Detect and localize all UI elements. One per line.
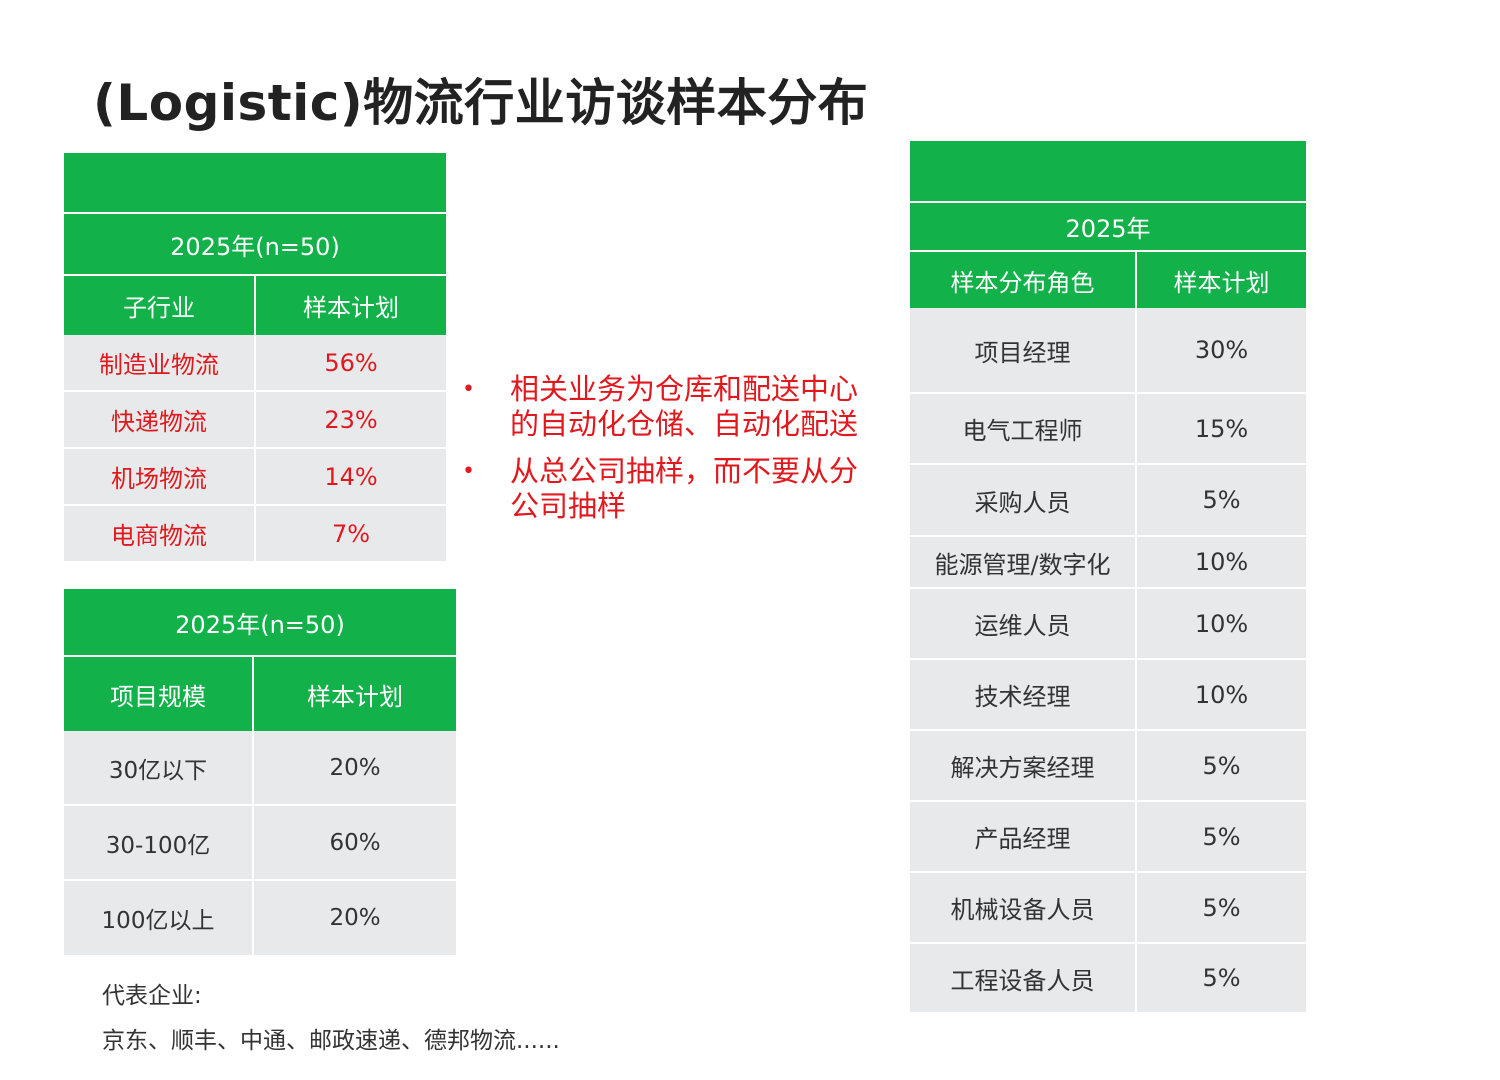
row-label: 工程设备人员 [910,944,1137,1012]
table-row: 30-100亿 60% [64,806,456,881]
table-row: 电商物流 7% [64,506,446,561]
row-label: 技术经理 [910,660,1137,731]
table-row: 快递物流 23% [64,392,446,449]
row-value: 23% [256,392,446,449]
column-header-role: 样本分布角色 [910,252,1137,308]
row-value: 20% [254,881,456,955]
table-row: 制造业物流 56% [64,335,446,392]
table-year-header: 2025年(n=50) [64,214,446,276]
row-value: 60% [254,806,456,881]
table-header-blank [910,141,1306,203]
table-row: 30亿以下 20% [64,731,456,806]
table-row: 运维人员 10% [910,589,1306,660]
row-label: 制造业物流 [64,335,256,392]
row-value: 10% [1137,660,1306,731]
row-value: 5% [1137,465,1306,537]
table-row: 技术经理 10% [910,660,1306,731]
role-table: 2025年 样本分布角色 样本计划 项目经理 30% 电气工程师 15% 采购人… [910,141,1306,1012]
column-header-sample-plan: 样本计划 [256,276,446,335]
row-label: 快递物流 [64,392,256,449]
table-year-header: 2025年(n=50) [64,589,456,657]
table-row: 机场物流 14% [64,449,446,506]
row-value: 7% [256,506,446,561]
table-row: 采购人员 5% [910,465,1306,537]
row-label: 100亿以上 [64,881,254,955]
row-label: 解决方案经理 [910,731,1137,802]
row-label: 电商物流 [64,506,256,561]
table-row: 机械设备人员 5% [910,873,1306,944]
row-value: 5% [1137,944,1306,1012]
bullet-item: • 相关业务为仓库和配送中心的自动化仓储、自动化配送 [462,372,882,442]
row-label: 30-100亿 [64,806,254,881]
row-value: 5% [1137,802,1306,873]
bullet-marker: • [462,459,475,484]
column-header-subindustry: 子行业 [64,276,256,335]
representative-label: 代表企业: [102,983,202,1009]
representative-companies: 京东、顺丰、中通、邮政速递、德邦物流...... [102,1028,560,1054]
row-label: 机场物流 [64,449,256,506]
column-header-sample-plan: 样本计划 [1137,252,1306,308]
column-header-project-scale: 项目规模 [64,657,254,731]
row-value: 5% [1137,873,1306,944]
bullet-item: • 从总公司抽样，而不要从分公司抽样 [462,454,882,524]
row-label: 产品经理 [910,802,1137,873]
table-row: 电气工程师 15% [910,394,1306,465]
row-value: 14% [256,449,446,506]
row-value: 10% [1137,537,1306,589]
row-value: 5% [1137,731,1306,802]
table-year-header: 2025年 [910,203,1306,252]
row-label: 项目经理 [910,308,1137,394]
table-row: 100亿以上 20% [64,881,456,955]
row-label: 电气工程师 [910,394,1137,465]
table-row: 产品经理 5% [910,802,1306,873]
page-title: (Logistic)物流行业访谈样本分布 [93,74,869,132]
bullet-text: 从总公司抽样，而不要从分公司抽样 [510,454,859,523]
column-header-sample-plan: 样本计划 [254,657,456,731]
key-notes-list: • 相关业务为仓库和配送中心的自动化仓储、自动化配送 • 从总公司抽样，而不要从… [462,372,882,536]
table-row: 解决方案经理 5% [910,731,1306,802]
bullet-marker: • [462,377,475,402]
row-label: 采购人员 [910,465,1137,537]
row-value: 56% [256,335,446,392]
table-row: 工程设备人员 5% [910,944,1306,1012]
row-label: 机械设备人员 [910,873,1137,944]
row-value: 30% [1137,308,1306,394]
row-label: 能源管理/数字化 [910,537,1137,589]
row-value: 20% [254,731,456,806]
row-value: 15% [1137,394,1306,465]
row-value: 10% [1137,589,1306,660]
bullet-text: 相关业务为仓库和配送中心的自动化仓储、自动化配送 [510,372,859,441]
industry-table: 2025年(n=50) 子行业 样本计划 制造业物流 56% 快递物流 23% … [64,153,446,561]
table-row: 能源管理/数字化 10% [910,537,1306,589]
table-row: 项目经理 30% [910,308,1306,394]
row-label: 运维人员 [910,589,1137,660]
scale-table: 2025年(n=50) 项目规模 样本计划 30亿以下 20% 30-100亿 … [64,589,456,955]
row-label: 30亿以下 [64,731,254,806]
table-header-blank [64,153,446,214]
